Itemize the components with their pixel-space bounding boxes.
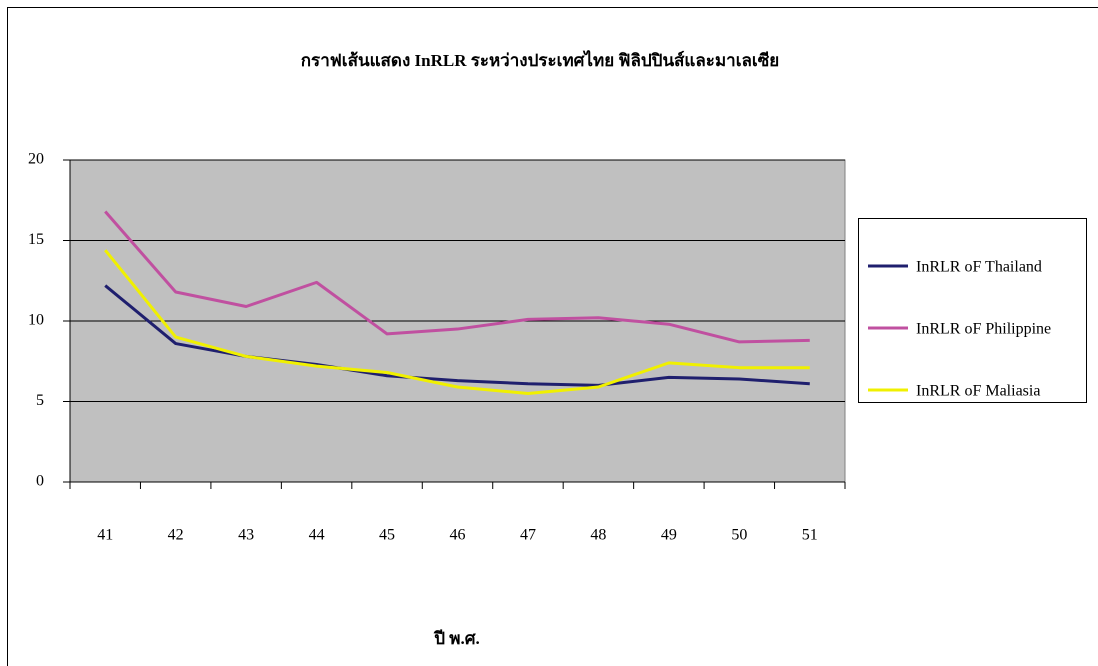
x-axis-label: ปี พ.ศ. xyxy=(433,628,479,648)
x-tick-label: 47 xyxy=(520,527,536,544)
x-tick-label: 42 xyxy=(168,527,184,544)
x-tick-label: 46 xyxy=(450,527,466,544)
x-tick-label: 44 xyxy=(309,527,325,544)
y-tick-label: 15 xyxy=(28,231,44,248)
chart-frame xyxy=(7,7,1098,666)
legend-label: InRLR oF Thailand xyxy=(916,259,1042,276)
y-tick-label: 0 xyxy=(36,473,44,490)
legend xyxy=(858,218,1087,403)
line-series xyxy=(104,284,810,387)
y-tick-label: 10 xyxy=(28,312,44,329)
y-tick-label: 5 xyxy=(36,392,44,409)
x-tick-label: 43 xyxy=(238,527,254,544)
x-tick-label: 41 xyxy=(97,527,113,544)
chart-title: กราฟเส้นแสดง InRLR ระหว่างประเทศไทย ฟิลิ… xyxy=(301,50,779,70)
x-tick-label: 45 xyxy=(379,527,395,544)
line-series xyxy=(104,210,810,344)
line-series xyxy=(104,249,810,395)
x-tick-label: 49 xyxy=(661,527,677,544)
x-tick-label: 51 xyxy=(802,527,818,544)
x-tick-label: 48 xyxy=(590,527,606,544)
x-tick-label: 50 xyxy=(731,527,747,544)
legend-label: InRLR oF Philippine xyxy=(916,321,1051,338)
legend-label: InRLR oF Maliasia xyxy=(916,383,1040,400)
y-tick-label: 20 xyxy=(28,151,44,168)
